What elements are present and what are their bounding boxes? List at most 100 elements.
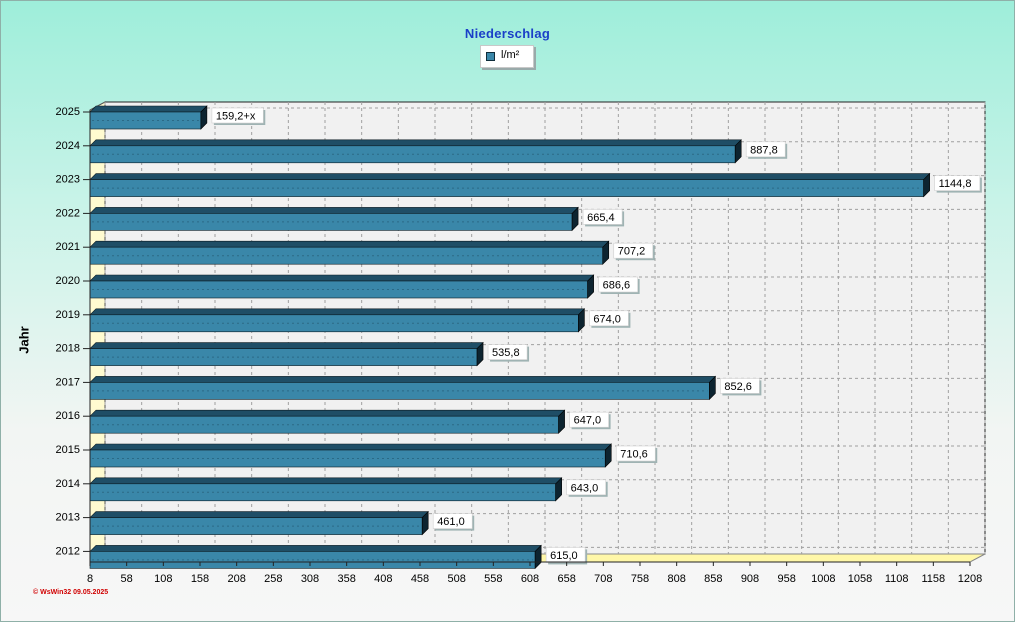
bar-top: [89, 139, 742, 147]
x-tick-label: 508: [447, 573, 465, 585]
y-tick-label: 2013: [56, 512, 80, 524]
bar: [89, 111, 202, 130]
data-label-box: [582, 209, 623, 225]
bar-top: [89, 173, 931, 180]
x-tick-label: 758: [631, 573, 649, 585]
bar-side: [587, 274, 594, 299]
bar-top: [89, 443, 612, 451]
data-label-box: [569, 411, 609, 428]
data-label-box: [613, 242, 654, 259]
x-tick-label: 1108: [885, 573, 909, 585]
data-label-box: [211, 107, 264, 124]
bar-top: [89, 409, 566, 417]
x-tick-label: 358: [337, 573, 355, 585]
data-label: 707,2: [618, 246, 646, 258]
y-tick-label: 2022: [56, 207, 80, 219]
data-label-box: [720, 378, 760, 394]
data-label: 710,6: [620, 449, 648, 461]
y-tick-label: 2023: [56, 174, 80, 186]
x-tick-label: 58: [121, 573, 133, 585]
data-label: 461,0: [437, 516, 465, 528]
bar-side: [604, 443, 612, 468]
data-label: 159,2+x: [216, 111, 256, 123]
data-label: 643,0: [571, 482, 599, 494]
x-tick-label: 1008: [811, 573, 835, 585]
x-tick-label: 658: [557, 573, 575, 585]
bar-side: [571, 206, 579, 232]
x-tick-label: 908: [741, 573, 759, 585]
y-tick-label: 2025: [56, 106, 80, 118]
y-tick-label: 2014: [56, 478, 80, 490]
y-tick-label: 2021: [56, 241, 80, 253]
x-tick-label: 258: [264, 573, 282, 585]
x-tick-label: 958: [777, 573, 795, 585]
y-tick-label: 2016: [56, 410, 80, 422]
y-tick-label: 2015: [56, 444, 80, 456]
bar-top: [89, 511, 429, 518]
data-label-box: [934, 175, 981, 191]
y-tick-label: 2019: [56, 309, 80, 321]
x-tick-label: 158: [191, 573, 209, 585]
legend-swatch: [486, 52, 495, 61]
bar-top: [89, 240, 610, 248]
y-tick-label: 2020: [56, 275, 80, 287]
x-tick-label: 8: [87, 573, 93, 585]
data-label: 852,6: [724, 381, 752, 393]
legend-label: l/m²: [501, 49, 520, 61]
bar-side: [602, 240, 610, 265]
y-tick-label: 2018: [56, 343, 80, 355]
bar-top: [89, 207, 579, 214]
y-tick-label: 2017: [56, 376, 80, 388]
bar-top: [89, 105, 208, 113]
bar-side: [555, 477, 562, 502]
x-tick-label: 108: [154, 573, 172, 585]
bar-side: [578, 308, 585, 333]
x-tick-label: 208: [227, 573, 245, 585]
data-label-box: [598, 276, 638, 293]
x-tick-label: 1158: [922, 573, 946, 585]
bar-side: [734, 139, 742, 164]
data-label-box: [432, 513, 473, 529]
bar-side: [923, 172, 930, 198]
bar-top: [89, 376, 717, 383]
data-label-box: [589, 310, 629, 327]
x-tick-label: 608: [521, 573, 539, 585]
data-label: 686,6: [603, 280, 631, 292]
bar-side: [558, 409, 565, 434]
bar-top: [89, 477, 563, 485]
bar-top: [89, 342, 484, 349]
x-tick-label: 858: [704, 573, 722, 585]
y-tick-label: 2024: [56, 140, 80, 152]
data-label: 647,0: [574, 415, 602, 427]
data-label-box: [615, 445, 656, 462]
legend: l/m²: [480, 45, 534, 68]
x-tick-label: 308: [301, 573, 319, 585]
x-tick-label: 708: [594, 573, 612, 585]
x-tick-label: 408: [374, 573, 392, 585]
data-label-box: [745, 141, 786, 158]
data-label-box: [566, 479, 606, 496]
x-tick-label: 558: [484, 573, 502, 585]
data-label-box: [487, 344, 528, 360]
x-tick-label: 1058: [848, 573, 872, 585]
data-label: 535,8: [492, 347, 520, 359]
bar-top: [89, 308, 586, 316]
footer-credit: © WsWin32 09.05.2025: [33, 589, 109, 596]
data-label: 1144,8: [939, 178, 972, 190]
bar-side: [476, 341, 484, 367]
x-tick-label: 1208: [958, 573, 982, 585]
data-label: 674,0: [593, 313, 621, 325]
y-tick-label: 2012: [56, 545, 80, 557]
bar-side: [200, 105, 208, 130]
x-tick-label: 808: [667, 573, 685, 585]
bar-top: [89, 545, 542, 552]
chart-title: Niederschlag: [464, 26, 551, 41]
data-label: 887,8: [750, 144, 778, 156]
bar: [89, 246, 604, 265]
data-label: 615,0: [550, 550, 578, 562]
data-label: 665,4: [587, 212, 615, 224]
bar-side: [709, 375, 716, 401]
x-tick-label: 458: [411, 573, 429, 585]
bar-side: [421, 510, 429, 536]
